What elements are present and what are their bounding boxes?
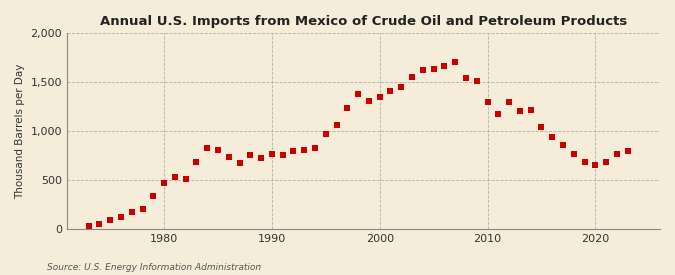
Point (558, 142, 568, 147)
Point (396, 85, 406, 89)
Point (191, 160, 202, 164)
Title: Annual U.S. Imports from Mexico of Crude Oil and Petroleum Products: Annual U.S. Imports from Mexico of Crude… (100, 15, 627, 28)
Point (417, 68, 428, 73)
Point (504, 100, 514, 104)
Point (169, 175, 180, 179)
Point (223, 155, 234, 160)
Point (439, 63, 450, 68)
Point (493, 112, 504, 117)
Point (213, 147, 223, 152)
Point (622, 148, 633, 153)
Point (256, 156, 267, 161)
Point (267, 152, 277, 157)
Point (126, 210, 137, 214)
Point (321, 132, 331, 136)
Point (406, 75, 417, 79)
Point (115, 215, 126, 219)
Point (180, 177, 191, 181)
Y-axis label: Thousand Barrels per Day: Thousand Barrels per Day (15, 63, 25, 199)
Point (202, 145, 213, 150)
Point (428, 67, 439, 72)
Point (288, 148, 299, 153)
Point (514, 109, 525, 114)
Point (612, 152, 622, 157)
Point (375, 95, 385, 99)
Point (579, 160, 590, 164)
Point (331, 123, 342, 127)
Point (601, 160, 612, 164)
Point (450, 59, 460, 64)
Point (525, 108, 536, 113)
Point (94, 222, 105, 226)
Point (245, 153, 256, 158)
Point (385, 89, 396, 93)
Point (482, 100, 493, 104)
Point (460, 76, 471, 81)
Point (299, 147, 310, 152)
Point (536, 125, 547, 129)
Point (83, 224, 94, 229)
Point (277, 153, 288, 158)
Point (234, 161, 245, 165)
Point (568, 152, 579, 157)
Point (342, 105, 353, 110)
Point (148, 194, 159, 199)
Point (547, 135, 558, 139)
Point (310, 145, 321, 150)
Text: Source: U.S. Energy Information Administration: Source: U.S. Energy Information Administ… (47, 263, 261, 272)
Point (590, 163, 601, 167)
Point (105, 218, 115, 222)
Point (137, 207, 148, 211)
Point (364, 98, 375, 103)
Point (471, 79, 482, 83)
Point (353, 92, 364, 96)
Point (159, 181, 169, 185)
